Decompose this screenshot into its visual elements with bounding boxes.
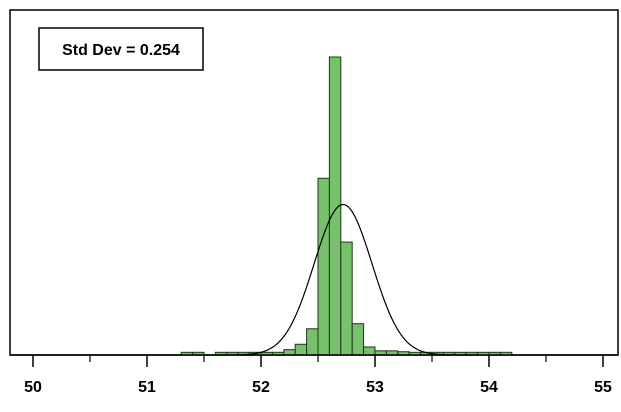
x-axis-ticks [32,355,604,367]
histogram-bar [317,177,330,356]
histogram-bar [283,349,296,356]
annotation-box [38,27,204,71]
annotation-text: Std Dev = 0.254 [62,42,180,59]
x-tick-label: 50 [24,379,42,396]
histogram-bar [363,346,376,356]
histogram-bar [340,241,353,356]
histogram-bar [294,343,308,356]
x-axis-tick-labels: 50 51 52 53 54 55 [24,379,612,396]
std-dev-annotation: Std Dev = 0.254 [38,27,204,71]
histogram-bar [306,328,319,356]
normal-curve [215,203,478,356]
x-tick-label: 55 [594,379,612,396]
x-tick-label: 53 [366,379,384,396]
x-tick-label: 54 [480,379,498,396]
histogram-bar [351,323,365,356]
x-tick-label: 52 [252,379,270,396]
x-tick-label: 51 [138,379,156,396]
